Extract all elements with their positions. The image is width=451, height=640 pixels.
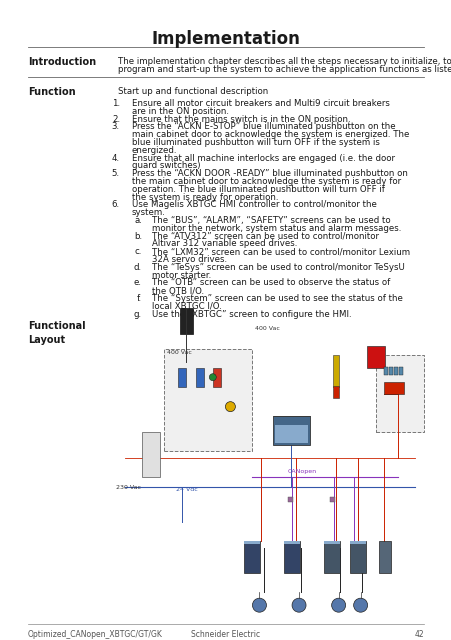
Bar bbox=[332, 355, 338, 387]
Bar bbox=[394, 367, 397, 374]
Text: g.: g. bbox=[133, 310, 142, 319]
Text: energized.: energized. bbox=[132, 146, 177, 155]
Bar bbox=[349, 541, 365, 573]
Text: 5.: 5. bbox=[112, 169, 120, 178]
Circle shape bbox=[331, 598, 345, 612]
Text: b.: b. bbox=[133, 232, 142, 241]
Bar bbox=[274, 426, 307, 443]
Text: Implementation: Implementation bbox=[151, 30, 300, 48]
Text: operation. The blue illuminated pushbutton will turn OFF if: operation. The blue illuminated pushbutt… bbox=[132, 185, 384, 194]
Text: Functional
Layout: Functional Layout bbox=[28, 321, 85, 346]
Bar bbox=[244, 541, 260, 573]
Bar bbox=[329, 497, 334, 502]
Text: The “LXM32” screen can be used to control/monitor Lexium: The “LXM32” screen can be used to contro… bbox=[152, 247, 409, 256]
Text: Press the “ACKN DOOR -READY” blue illuminated pushbutton on: Press the “ACKN DOOR -READY” blue illumi… bbox=[132, 169, 407, 178]
Bar bbox=[375, 355, 423, 432]
Text: Altivar 312 variable speed drives.: Altivar 312 variable speed drives. bbox=[152, 239, 297, 248]
Text: the system is ready for operation.: the system is ready for operation. bbox=[132, 193, 278, 202]
Text: system.: system. bbox=[132, 208, 166, 217]
Bar bbox=[332, 386, 338, 397]
Bar bbox=[116, 323, 423, 618]
Circle shape bbox=[252, 598, 266, 612]
Bar bbox=[116, 323, 423, 618]
Text: 4.: 4. bbox=[112, 154, 120, 163]
Text: the main cabinet door to acknowledge the system is ready for: the main cabinet door to acknowledge the… bbox=[132, 177, 400, 186]
Circle shape bbox=[353, 598, 367, 612]
Text: Start up and functional description: Start up and functional description bbox=[118, 87, 267, 96]
Text: local XBTGC I/O.: local XBTGC I/O. bbox=[152, 302, 221, 311]
Text: Introduction: Introduction bbox=[28, 57, 96, 67]
Text: 6.: 6. bbox=[112, 200, 120, 209]
Bar bbox=[383, 382, 404, 394]
Text: 32A servo drives.: 32A servo drives. bbox=[152, 255, 226, 264]
Bar bbox=[349, 541, 365, 544]
Text: Use Magelis XBTGC HMI controller to control/monitor the: Use Magelis XBTGC HMI controller to cont… bbox=[132, 200, 376, 209]
Text: e.: e. bbox=[133, 278, 142, 287]
Text: The “TeSys” screen can be used to control/monitor TeSysU: The “TeSys” screen can be used to contro… bbox=[152, 263, 404, 272]
Text: Use the “XBTGC” screen to configure the HMI.: Use the “XBTGC” screen to configure the … bbox=[152, 310, 351, 319]
Bar bbox=[142, 432, 160, 477]
Text: monitor the network, system status and alarm messages.: monitor the network, system status and a… bbox=[152, 224, 400, 233]
Text: Schneider Electric: Schneider Electric bbox=[191, 630, 260, 639]
Text: 1.: 1. bbox=[112, 99, 120, 108]
Bar bbox=[323, 541, 339, 573]
Text: 42: 42 bbox=[414, 630, 423, 639]
Text: 2.: 2. bbox=[112, 115, 120, 124]
Bar bbox=[288, 497, 293, 502]
Text: 24 Vdc: 24 Vdc bbox=[175, 488, 197, 492]
Text: main cabinet door to acknowledge the system is energized. The: main cabinet door to acknowledge the sys… bbox=[132, 130, 409, 139]
Text: The implementation chapter describes all the steps necessary to initialize, to c: The implementation chapter describes all… bbox=[118, 57, 451, 66]
Bar bbox=[383, 367, 387, 374]
Text: CANopen: CANopen bbox=[287, 470, 316, 474]
Text: 230 Vac: 230 Vac bbox=[116, 485, 141, 490]
Text: the OTB I/O.: the OTB I/O. bbox=[152, 286, 204, 295]
Bar bbox=[378, 541, 391, 573]
Text: Ensure all motor circuit breakers and Multi9 circuit breakers: Ensure all motor circuit breakers and Mu… bbox=[132, 99, 389, 108]
Text: Press the “ACKN E-STOP” blue illuminated pushbutton on the: Press the “ACKN E-STOP” blue illuminated… bbox=[132, 122, 395, 131]
Bar bbox=[366, 346, 384, 368]
Bar bbox=[283, 541, 299, 573]
Bar bbox=[389, 367, 392, 374]
Text: 400 Vac: 400 Vac bbox=[254, 326, 279, 331]
Bar bbox=[213, 368, 221, 387]
Text: 3.: 3. bbox=[112, 122, 120, 131]
Circle shape bbox=[291, 598, 305, 612]
Text: program and start-up the system to achieve the application functions as listed b: program and start-up the system to achie… bbox=[118, 65, 451, 74]
Text: Ensure that the mains switch is in the ON position.: Ensure that the mains switch is in the O… bbox=[132, 115, 350, 124]
Text: 400 Vac: 400 Vac bbox=[167, 350, 192, 355]
Text: Ensure that all machine interlocks are engaged (i.e. the door: Ensure that all machine interlocks are e… bbox=[132, 154, 394, 163]
Bar bbox=[399, 367, 402, 374]
Bar bbox=[179, 308, 193, 333]
Text: d.: d. bbox=[133, 263, 142, 272]
Bar bbox=[244, 541, 260, 544]
Bar bbox=[195, 368, 203, 387]
Text: blue illuminated pushbutton will turn OFF if the system is: blue illuminated pushbutton will turn OF… bbox=[132, 138, 379, 147]
Circle shape bbox=[225, 402, 235, 412]
Text: Optimized_CANopen_XBTGC/GT/GK: Optimized_CANopen_XBTGC/GT/GK bbox=[28, 630, 162, 639]
Text: Function: Function bbox=[28, 87, 75, 97]
Circle shape bbox=[209, 374, 216, 381]
Bar bbox=[164, 349, 252, 451]
Text: motor starter.: motor starter. bbox=[152, 271, 211, 280]
Text: guard switches): guard switches) bbox=[132, 161, 200, 170]
Bar bbox=[283, 541, 299, 544]
Bar bbox=[178, 368, 186, 387]
Text: The “OTB” screen can be used to observe the status of: The “OTB” screen can be used to observe … bbox=[152, 278, 389, 287]
Text: The “ATV312” screen can be used to control/monitor: The “ATV312” screen can be used to contr… bbox=[152, 232, 378, 241]
Text: f.: f. bbox=[137, 294, 142, 303]
Text: The “BUS”, “ALARM”, “SAFETY” screens can be used to: The “BUS”, “ALARM”, “SAFETY” screens can… bbox=[152, 216, 390, 225]
Text: c.: c. bbox=[134, 247, 142, 256]
Bar bbox=[323, 541, 339, 544]
Text: are in the ON position.: are in the ON position. bbox=[132, 107, 229, 116]
Text: The “System” screen can be used to see the status of the: The “System” screen can be used to see t… bbox=[152, 294, 402, 303]
FancyBboxPatch shape bbox=[272, 415, 309, 445]
Text: a.: a. bbox=[134, 216, 142, 225]
